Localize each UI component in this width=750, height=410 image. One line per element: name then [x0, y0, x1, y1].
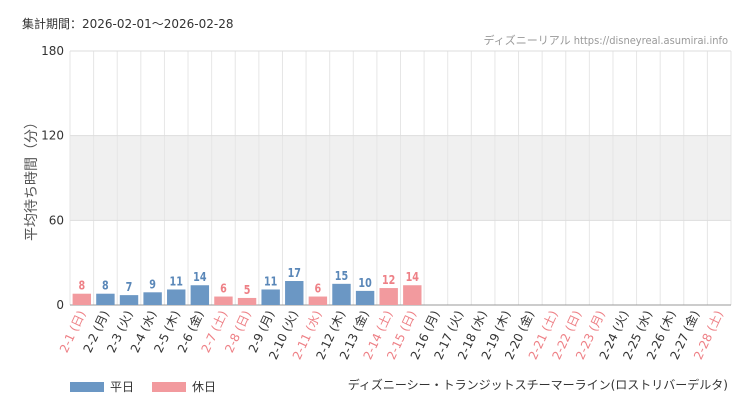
y-tick-label: 120 [41, 129, 64, 143]
bar [379, 288, 398, 305]
bar-value-label: 11 [170, 274, 184, 289]
bar-value-label: 9 [149, 277, 156, 292]
bar [119, 295, 139, 305]
bar-value-label: 7 [126, 280, 133, 295]
bar-value-label: 6 [220, 281, 227, 296]
bar [143, 292, 162, 305]
period-label: 集計期間：2026-02-01～2026-02-28 [22, 17, 234, 31]
bar [261, 289, 280, 305]
legend-weekday-swatch [70, 381, 104, 392]
bar [403, 285, 422, 305]
source-label: ディズニーリアル https://disneyreal.asumirai.inf… [483, 34, 728, 47]
y-tick-label: 0 [56, 298, 64, 312]
legend-holiday-label: 休日 [192, 380, 217, 394]
bar [285, 281, 304, 305]
bar-value-label: 14 [406, 270, 420, 285]
bar-value-label: 6 [315, 281, 322, 296]
legend-weekday-label: 平日 [110, 380, 135, 394]
bar-value-label: 17 [288, 266, 301, 281]
y-tick-label: 60 [49, 213, 64, 227]
bar-value-label: 5 [244, 283, 251, 298]
bar [332, 283, 351, 305]
bar-value-label: 14 [193, 270, 207, 285]
bar-value-label: 11 [264, 274, 278, 289]
bar [167, 289, 186, 305]
y-tick-label: 180 [41, 44, 64, 58]
legend-weekday: 平日 [70, 378, 134, 395]
legend-holiday-swatch [152, 381, 187, 392]
bar-value-label: 8 [78, 278, 85, 293]
bar [190, 285, 210, 305]
bar [237, 297, 257, 305]
bar-value-label: 15 [335, 269, 348, 284]
y-axis-label: 平均待ち時間（分） [24, 115, 40, 241]
bar [72, 293, 92, 305]
legend-holiday: 休日 [152, 378, 216, 395]
bar-value-label: 10 [358, 276, 372, 291]
bar [355, 290, 375, 305]
bar-value-label: 12 [382, 273, 395, 288]
bar [96, 293, 115, 305]
legend: 平日 休日 [70, 378, 216, 395]
bar [308, 296, 328, 305]
attraction-name: ディズニーシー・トランジットスチーマーライン(ロストリバーデルタ) [347, 378, 728, 392]
bar [214, 296, 233, 305]
bar-value-label: 8 [102, 278, 109, 293]
